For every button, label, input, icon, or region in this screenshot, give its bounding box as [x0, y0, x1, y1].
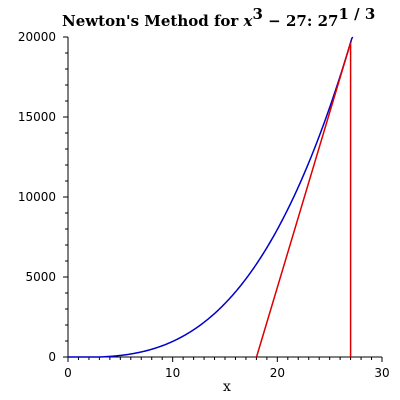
title-root-exponent: 1 / 3: [338, 5, 375, 23]
x-tick-label: 0: [64, 366, 72, 380]
x-tick-label: 30: [374, 366, 389, 380]
chart-title: Newton's Method for x3 − 27: 271 / 3: [62, 5, 375, 30]
curve-x-cubed-minus-27: [68, 36, 354, 358]
title-rest: − 27: 27: [263, 12, 339, 30]
axis-ticks: [63, 36, 383, 362]
axis-tick-labels: 0 10 20 30 0 5000 10000 15000 20000: [18, 30, 390, 380]
y-tick-label: 0: [48, 350, 56, 364]
y-tick-label: 15000: [18, 110, 56, 124]
plot-series: [68, 36, 354, 358]
y-tick-label: 10000: [18, 190, 56, 204]
title-prefix: Newton's Method for: [62, 12, 244, 30]
title-exponent: 3: [253, 5, 263, 23]
x-tick-label: 20: [270, 366, 285, 380]
y-tick-label: 20000: [18, 30, 56, 44]
tangent-line: [255, 42, 352, 358]
title-variable: x: [243, 12, 254, 30]
y-tick-label: 5000: [25, 270, 56, 284]
x-axis-label: x: [223, 379, 231, 395]
x-tick-label: 10: [165, 366, 180, 380]
